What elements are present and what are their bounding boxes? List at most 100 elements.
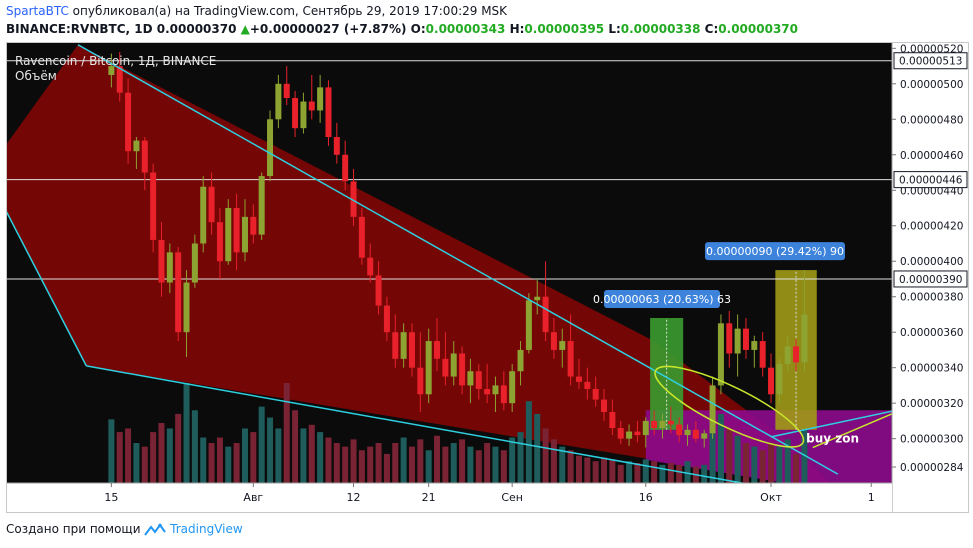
volume-bar bbox=[258, 406, 265, 483]
author-link[interactable]: SpartaBTC bbox=[6, 4, 69, 18]
candle-body bbox=[383, 305, 390, 333]
candle-body bbox=[325, 87, 332, 138]
candle-body bbox=[333, 137, 340, 155]
buy-zone-label: buy zon bbox=[806, 432, 859, 446]
volume-bar bbox=[158, 423, 165, 483]
candlestick-chart[interactable]: buy zon 0.00000063 (20.63%) 63 0.00000090 … bbox=[7, 43, 968, 512]
volume-bar bbox=[350, 439, 357, 483]
candle-body bbox=[550, 332, 557, 350]
volume-bar bbox=[133, 443, 140, 483]
volume-bar bbox=[317, 432, 324, 483]
candle-body bbox=[450, 353, 457, 377]
volume-bar bbox=[125, 428, 132, 483]
candle-body bbox=[801, 314, 808, 363]
candle-body bbox=[225, 208, 232, 262]
volume-bar bbox=[626, 461, 633, 483]
price-level-label: 0.00000446 bbox=[899, 175, 963, 187]
candle-body bbox=[183, 282, 190, 333]
x-tick-label: Авг bbox=[243, 491, 263, 504]
volume-bar bbox=[267, 417, 274, 483]
volume-bar bbox=[500, 450, 507, 483]
volume-bar bbox=[375, 443, 382, 483]
x-tick-label: Окт bbox=[760, 491, 782, 504]
volume-bar bbox=[492, 446, 499, 483]
candle-body bbox=[651, 420, 658, 428]
price-level-label: 0.00000513 bbox=[899, 56, 962, 68]
measure-label-box bbox=[705, 242, 845, 261]
volume-bar bbox=[108, 419, 115, 483]
volume-bar bbox=[216, 437, 223, 483]
candle-body bbox=[742, 328, 749, 350]
volume-bar bbox=[459, 439, 466, 483]
candle-body bbox=[500, 385, 507, 404]
volume-bar bbox=[517, 432, 524, 483]
volume-bar bbox=[768, 443, 775, 483]
chart-panel[interactable]: buy zon 0.00000063 (20.63%) 63 0.00000090 … bbox=[6, 42, 969, 513]
volume-bar bbox=[717, 413, 724, 483]
volume-bar bbox=[709, 432, 716, 483]
candle-body bbox=[241, 216, 248, 253]
volume-bar bbox=[642, 459, 649, 483]
volume-bar bbox=[467, 446, 474, 483]
legend-volume: Объём bbox=[15, 69, 57, 83]
volume-bar bbox=[141, 446, 148, 483]
candle-body bbox=[108, 66, 115, 75]
wedge-left-line bbox=[7, 211, 87, 367]
y-tick-label: 0.00000380 bbox=[900, 292, 963, 304]
volume-bar bbox=[617, 464, 624, 483]
chart-legend: Ravencoin / Bitcoin, 1Д, BINANCE Объём bbox=[15, 54, 216, 84]
candle-body bbox=[367, 257, 374, 276]
tradingview-brand-link[interactable]: TradingView bbox=[170, 522, 243, 536]
candle-body bbox=[567, 341, 574, 377]
breakout-ellipse bbox=[654, 365, 805, 448]
candle-body bbox=[617, 428, 624, 439]
volume-bar bbox=[559, 446, 566, 483]
volume-bar bbox=[534, 413, 541, 483]
publication-header: SpartaBTC опубликовал(а) на TradingView.… bbox=[6, 3, 966, 19]
candle-body bbox=[542, 296, 549, 333]
volume-bar bbox=[175, 413, 182, 483]
volume-bar bbox=[450, 443, 457, 483]
candle-body bbox=[734, 328, 741, 354]
price-level-label: 0.00000390 bbox=[899, 274, 962, 286]
buy-zone-top-line bbox=[770, 410, 892, 438]
last-price: 0.00000370 bbox=[156, 22, 237, 36]
candle-body bbox=[584, 381, 591, 389]
y-tick-label: 0.00000480 bbox=[900, 114, 963, 126]
candle-body bbox=[250, 216, 257, 235]
candle-body bbox=[592, 388, 599, 400]
symbol-ohlc-bar: BINANCE:RVNBTC, 1D 0.00000370 ▲+0.000000… bbox=[6, 21, 966, 37]
candle-body bbox=[267, 119, 274, 177]
breakout-line bbox=[812, 413, 892, 449]
y-tick-label: 0.00000320 bbox=[900, 398, 963, 410]
y-tick-label: 0.00000500 bbox=[900, 79, 963, 91]
candle-body bbox=[509, 371, 516, 404]
candle-body bbox=[575, 376, 582, 382]
volume-bar bbox=[342, 446, 349, 483]
volume-bar bbox=[425, 450, 432, 483]
x-tick-label: 16 bbox=[639, 491, 653, 504]
legend-symbol: Ravencoin / Bitcoin, 1Д, BINANCE bbox=[15, 54, 217, 68]
close-value: 0.00000370 bbox=[718, 22, 798, 36]
candle-body bbox=[442, 358, 449, 377]
plot-area: buy zon 0.00000063 (20.63%) 63 0.00000090 … bbox=[7, 44, 892, 483]
volume-bar bbox=[567, 450, 574, 483]
wedge-upper-trendline bbox=[77, 44, 839, 475]
price-level-tag bbox=[893, 171, 968, 189]
candle-body bbox=[342, 154, 349, 182]
candle-body bbox=[400, 332, 407, 359]
measure-label: 0.00000090 (29.42%) 90 bbox=[706, 245, 844, 258]
price-level-tag bbox=[893, 52, 968, 70]
volume-bar bbox=[751, 446, 758, 483]
candle-body bbox=[125, 92, 132, 152]
volume-bar bbox=[475, 450, 482, 483]
candle-body bbox=[475, 371, 482, 389]
volume-bar bbox=[392, 443, 399, 483]
y-tick-label: 0.00000340 bbox=[900, 363, 963, 375]
volume-bar bbox=[400, 437, 407, 483]
candle-body bbox=[667, 420, 674, 425]
volume-bar bbox=[584, 457, 591, 483]
close-label: C: bbox=[704, 22, 719, 36]
candle-body bbox=[534, 296, 541, 301]
volume-bar bbox=[550, 439, 557, 483]
